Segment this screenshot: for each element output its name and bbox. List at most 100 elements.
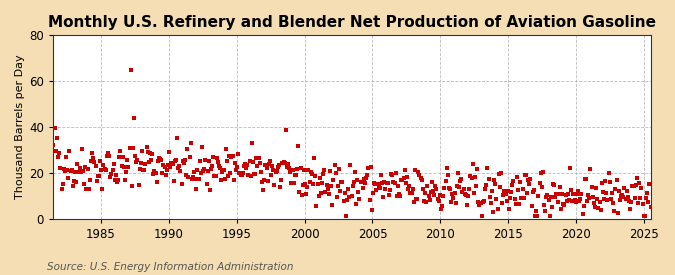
Point [618, 194, 628, 199]
Point [537, 170, 548, 174]
Point [378, 194, 389, 199]
Point [70, 170, 80, 175]
Point [288, 181, 299, 185]
Point [360, 180, 371, 185]
Point [562, 199, 572, 204]
Point [43, 147, 53, 151]
Point [551, 192, 562, 196]
Point [132, 158, 143, 163]
Point [564, 198, 574, 202]
Point [404, 183, 414, 188]
Point [330, 171, 341, 175]
Point [567, 199, 578, 203]
Point [418, 199, 429, 203]
Point [489, 178, 500, 183]
Point [595, 208, 606, 212]
Point [54, 150, 65, 155]
Point [612, 211, 623, 215]
Point [582, 199, 593, 204]
Point [431, 186, 442, 191]
Point [129, 116, 140, 120]
Point [439, 186, 450, 191]
Point [92, 174, 103, 178]
Point [495, 185, 506, 190]
Point [310, 174, 321, 178]
Point [196, 144, 207, 149]
Point [224, 153, 235, 158]
Point [250, 172, 261, 177]
Point [560, 192, 571, 197]
Point [184, 155, 195, 160]
Point [183, 175, 194, 179]
Point [164, 149, 175, 154]
Point [492, 207, 503, 211]
Point [526, 204, 537, 208]
Point [201, 182, 212, 186]
Point [575, 197, 586, 201]
Point [597, 181, 608, 186]
Point [153, 158, 163, 163]
Point [74, 166, 85, 170]
Point [305, 170, 316, 174]
Point [356, 180, 367, 185]
Point [415, 175, 426, 180]
Point [632, 201, 643, 206]
Point [510, 202, 521, 207]
Point [298, 183, 308, 187]
Point [157, 171, 168, 175]
Point [379, 180, 389, 185]
Point [311, 204, 322, 208]
Point [94, 174, 105, 178]
Point [185, 141, 196, 145]
Point [639, 214, 650, 219]
Point [343, 187, 354, 191]
Point [499, 189, 510, 193]
Point [594, 200, 605, 205]
Point [114, 155, 125, 160]
Point [331, 195, 342, 200]
Point [167, 162, 178, 166]
Point [277, 160, 288, 165]
Point [473, 200, 484, 205]
Point [80, 165, 90, 169]
Point [440, 178, 451, 183]
Point [133, 183, 144, 187]
Point [603, 170, 614, 175]
Point [245, 174, 256, 178]
Point [438, 194, 449, 199]
Point [340, 191, 350, 195]
Point [254, 161, 265, 166]
Point [338, 199, 349, 203]
Point [340, 214, 351, 219]
Point [113, 178, 124, 182]
Point [175, 169, 186, 174]
Point [335, 189, 346, 193]
Point [225, 171, 236, 175]
Point [49, 126, 60, 130]
Point [347, 184, 358, 188]
Point [363, 166, 374, 170]
Point [51, 136, 62, 140]
Point [98, 163, 109, 167]
Point [586, 185, 597, 189]
Point [395, 194, 406, 198]
Point [243, 173, 254, 178]
Point [534, 181, 545, 185]
Point [169, 158, 180, 163]
Point [420, 191, 431, 195]
Point [236, 173, 247, 177]
Point [221, 158, 232, 163]
Point [176, 182, 187, 186]
Point [505, 196, 516, 200]
Point [303, 168, 314, 172]
Point [241, 166, 252, 170]
Point [248, 172, 259, 177]
Point [362, 172, 373, 177]
Point [562, 192, 573, 196]
Point [230, 161, 240, 166]
Point [368, 191, 379, 195]
Point [482, 166, 493, 170]
Point [572, 192, 583, 197]
Point [345, 163, 356, 167]
Point [390, 171, 401, 176]
